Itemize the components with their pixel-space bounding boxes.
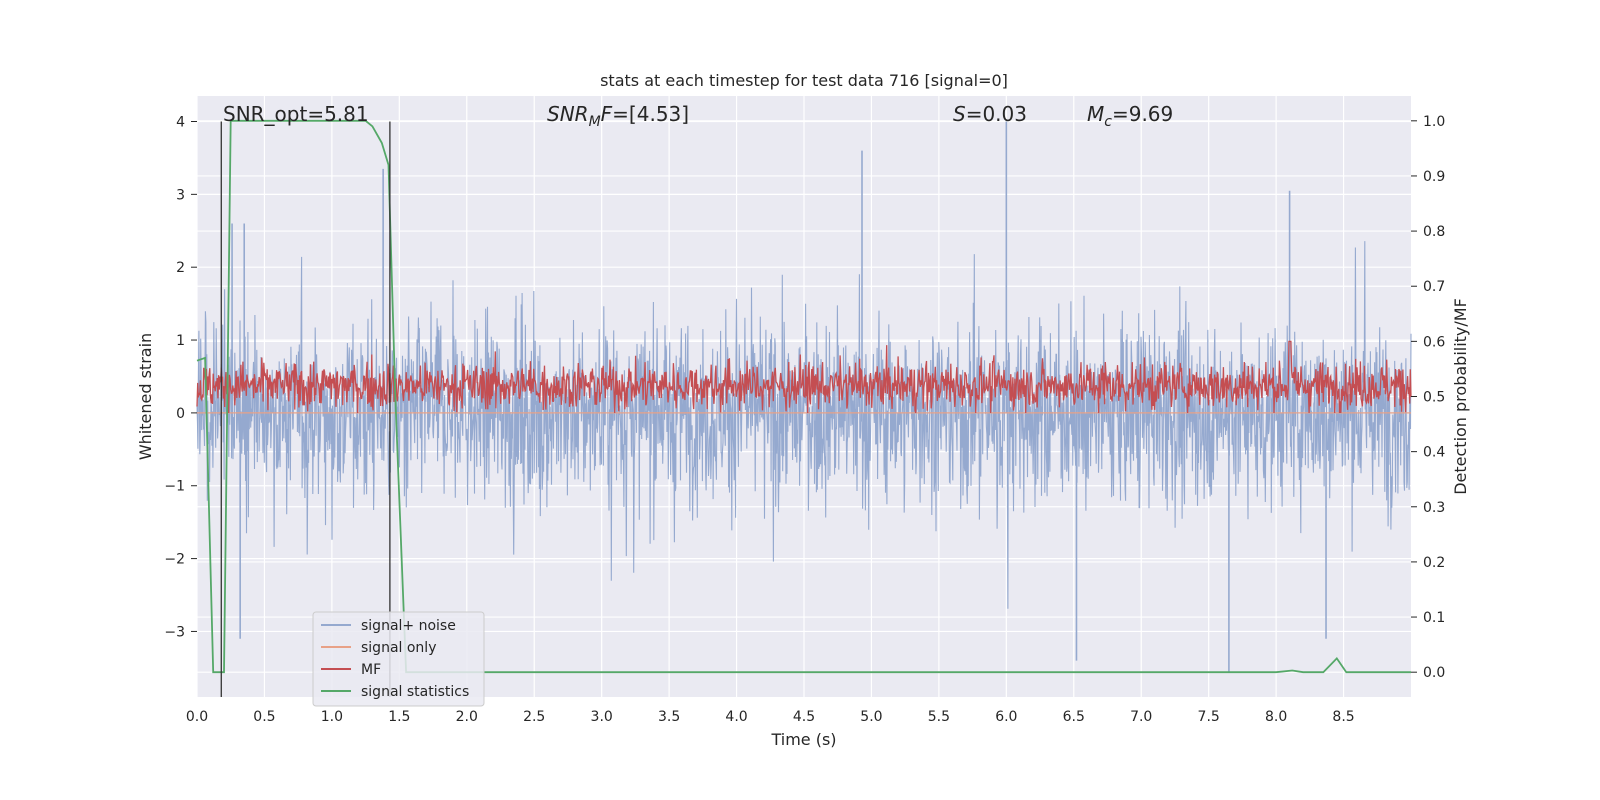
x-tick-label: 2.5	[523, 709, 545, 725]
x-tick-label: 1.0	[321, 709, 343, 725]
tick-labels: 0.0 0.5 1.0 1.5 2.0 2.5 3.0 3.5 4.0 4.5 5.0 5.5 6.0 6…	[164, 114, 1445, 725]
x-tick-label: 5.0	[860, 709, 882, 725]
x-tick-label: 6.0	[995, 709, 1017, 725]
y-left-tick-label: 4	[176, 114, 185, 130]
y-right-tick-label: 0.3	[1423, 500, 1445, 516]
x-tick-label: 3.0	[591, 709, 613, 725]
y-right-tick-label: 0.8	[1423, 224, 1445, 240]
y-right-tick-label: 0.5	[1423, 390, 1445, 406]
x-tick-label: 0.0	[186, 709, 208, 725]
legend: signal+ noise signal only MF signal statist…	[312, 611, 485, 707]
y-axis-label-left: Whitened strain	[136, 333, 155, 460]
y-right-tick-label: 1.0	[1423, 114, 1445, 130]
y-left-tick-label: 0	[176, 406, 185, 422]
y-left-tick-label: −3	[164, 624, 185, 640]
annotation-s: S=0.03	[953, 102, 1027, 126]
x-tick-label: 5.5	[928, 709, 950, 725]
x-tick-label: 4.5	[793, 709, 815, 725]
annotation-snr-opt: SNR_opt=5.81	[223, 102, 369, 126]
x-tick-label: 7.0	[1130, 709, 1152, 725]
x-tick-label: 8.5	[1332, 709, 1354, 725]
x-tick-label: 1.5	[388, 709, 410, 725]
y-left-tick-label: −2	[164, 552, 185, 568]
y-axis-label-right: Detection probability/MF	[1451, 298, 1470, 495]
y-left-tick-label: 1	[176, 333, 185, 349]
y-right-tick-label: 0.2	[1423, 555, 1445, 571]
x-tick-label: 3.5	[658, 709, 680, 725]
y-right-tick-label: 0.7	[1423, 279, 1445, 295]
legend-label: MF	[361, 662, 381, 678]
y-right-tick-label: 0.9	[1423, 169, 1445, 185]
x-tick-label: 4.0	[725, 709, 747, 725]
x-tick-label: 6.5	[1063, 709, 1085, 725]
y-right-tick-label: 0.4	[1423, 445, 1445, 461]
y-left-tick-label: 2	[176, 260, 185, 276]
x-tick-label: 7.5	[1198, 709, 1220, 725]
legend-box	[312, 611, 485, 707]
series-mf-line	[196, 340, 1412, 414]
legend-label: signal only	[361, 640, 436, 656]
y-left-tick-label: −1	[164, 479, 185, 495]
x-tick-label: 2.0	[456, 709, 478, 725]
y-right-tick-label: 0.6	[1423, 334, 1445, 350]
legend-label: signal statistics	[361, 684, 469, 700]
x-axis-label: Time (s)	[770, 730, 836, 749]
y-right-tick-label: 0.0	[1423, 665, 1445, 681]
vertical-markers	[220, 121, 391, 697]
y-left-tick-label: 3	[176, 187, 185, 203]
chart-title: stats at each timestep for test data 716…	[600, 71, 1008, 90]
annotation-mc: Mc=9.69	[1087, 102, 1173, 130]
x-tick-label: 0.5	[253, 709, 275, 725]
y-right-tick-label: 0.1	[1423, 610, 1445, 626]
annotation-snr-mf: SNRMF=[4.53]	[547, 102, 689, 130]
x-tick-label: 8.0	[1265, 709, 1287, 725]
legend-label: signal+ noise	[361, 618, 456, 634]
